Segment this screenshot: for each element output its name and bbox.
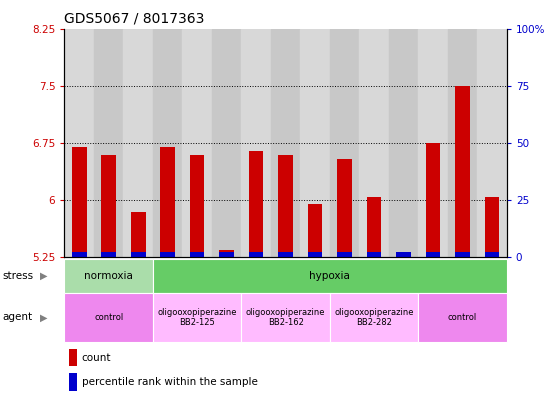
Bar — [396, 252, 411, 257]
Bar — [64, 259, 153, 293]
Text: oligooxopiperazine
BB2-162: oligooxopiperazine BB2-162 — [246, 308, 325, 327]
Bar — [160, 252, 175, 257]
Bar — [367, 252, 381, 257]
Bar — [64, 29, 94, 257]
Bar — [271, 29, 300, 257]
Bar — [160, 147, 175, 257]
Bar — [484, 196, 500, 257]
Bar — [477, 29, 507, 257]
Bar — [72, 252, 87, 257]
Bar — [220, 250, 234, 257]
Bar — [396, 253, 411, 257]
Bar — [360, 29, 389, 257]
Bar — [455, 86, 470, 257]
Bar — [190, 155, 204, 257]
Bar — [249, 151, 264, 257]
Bar — [418, 29, 448, 257]
Bar — [101, 155, 116, 257]
Text: agent: agent — [3, 312, 33, 322]
Bar — [241, 293, 330, 342]
Bar — [367, 196, 381, 257]
Bar — [337, 159, 352, 257]
Text: count: count — [82, 353, 111, 363]
Text: percentile rank within the sample: percentile rank within the sample — [82, 377, 258, 387]
Bar — [69, 373, 77, 391]
Bar — [212, 29, 241, 257]
Text: normoxia: normoxia — [84, 271, 133, 281]
Bar — [153, 259, 507, 293]
Bar — [130, 252, 146, 257]
Bar — [278, 155, 293, 257]
Bar — [308, 204, 323, 257]
Text: GDS5067 / 8017363: GDS5067 / 8017363 — [64, 11, 205, 26]
Bar — [153, 293, 241, 342]
Text: hypoxia: hypoxia — [310, 271, 350, 281]
Text: control: control — [448, 313, 477, 322]
Text: ▶: ▶ — [40, 312, 48, 322]
Text: ▶: ▶ — [40, 271, 48, 281]
Bar — [300, 29, 330, 257]
Bar — [337, 252, 352, 257]
Bar — [249, 252, 264, 257]
Bar — [153, 29, 183, 257]
Bar — [389, 29, 418, 257]
Bar — [123, 29, 153, 257]
Bar — [64, 293, 153, 342]
Bar — [330, 29, 360, 257]
Bar — [308, 252, 323, 257]
Bar — [278, 252, 293, 257]
Bar — [183, 29, 212, 257]
Bar — [484, 252, 500, 257]
Bar — [241, 29, 271, 257]
Bar — [426, 252, 441, 257]
Bar — [130, 212, 146, 257]
Bar — [426, 143, 441, 257]
Bar — [101, 252, 116, 257]
Bar — [190, 252, 204, 257]
Bar — [330, 293, 418, 342]
Bar — [455, 252, 470, 257]
Bar — [220, 252, 234, 257]
Text: control: control — [94, 313, 123, 322]
Bar — [448, 29, 477, 257]
Bar — [94, 29, 123, 257]
Text: stress: stress — [3, 271, 34, 281]
Bar — [72, 147, 87, 257]
Text: oligooxopiperazine
BB2-125: oligooxopiperazine BB2-125 — [157, 308, 237, 327]
Bar — [418, 293, 507, 342]
Text: oligooxopiperazine
BB2-282: oligooxopiperazine BB2-282 — [334, 308, 414, 327]
Bar — [69, 349, 77, 366]
